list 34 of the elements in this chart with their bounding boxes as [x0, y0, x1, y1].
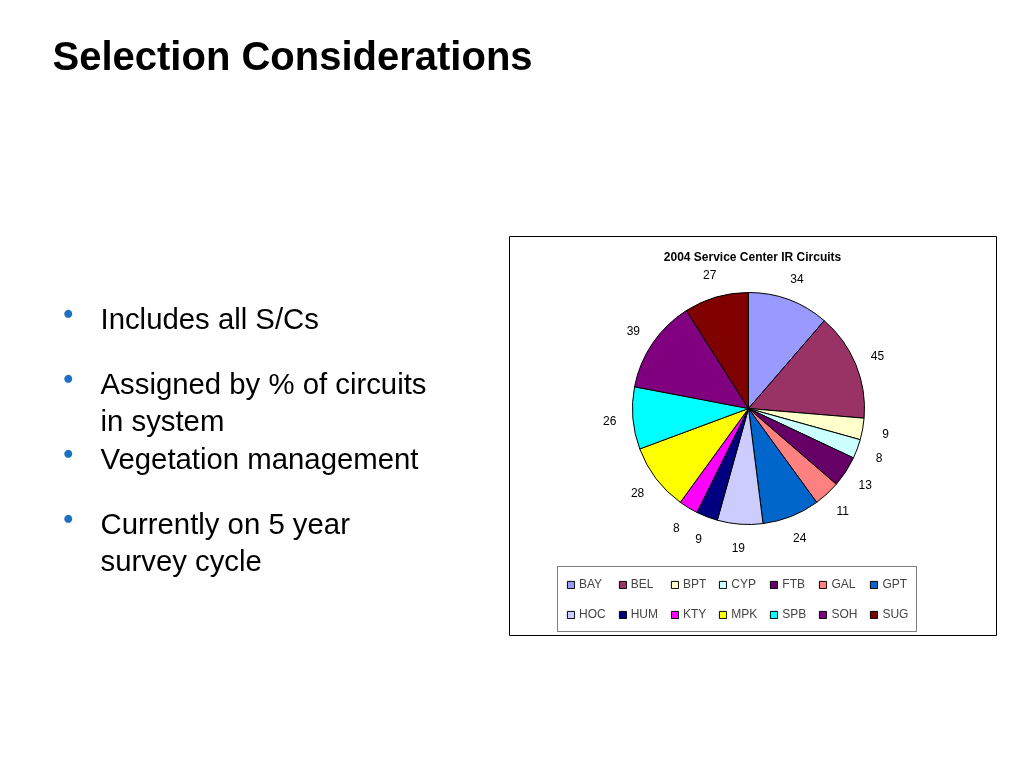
legend-label: GPT — [882, 576, 908, 593]
data-label: 26 — [603, 413, 617, 428]
legend-label: KTY — [683, 606, 707, 623]
legend-label: MPK — [731, 606, 758, 623]
data-label: 13 — [858, 477, 873, 492]
legend-label: SPB — [782, 606, 807, 623]
data-label: 11 — [836, 504, 850, 519]
data-label: 45 — [870, 349, 885, 364]
data-label: 9 — [695, 531, 703, 546]
legend-label: SOH — [831, 606, 858, 623]
legend-label: GAL — [831, 576, 856, 593]
text: ● Includes all S/Cs — [62, 301, 319, 335]
legend-label: HOC — [579, 606, 606, 623]
legend-label: CYP — [731, 576, 757, 593]
legend-label: BPT — [683, 576, 707, 593]
data-label: 39 — [626, 323, 641, 338]
legend-label: BAY — [579, 576, 603, 593]
legend-label: BEL — [630, 576, 654, 593]
legend-label: FTB — [782, 576, 806, 593]
data-label: 8 — [875, 450, 883, 465]
data-label: 8 — [673, 521, 681, 536]
data-label: 27 — [702, 268, 717, 283]
data-label: 9 — [882, 426, 890, 441]
legend-label: HUM — [630, 606, 658, 623]
text: ● Assigned by % of circuits in system — [62, 366, 427, 438]
text: ● Vegetation management — [62, 441, 419, 475]
data-label: 28 — [630, 486, 645, 501]
text: ● Currently on 5 year survey cycle — [62, 506, 350, 578]
data-label: 24 — [793, 531, 807, 546]
chart-title: 2004 Service Center IR Circuits — [663, 249, 842, 264]
legend-label: SUG — [882, 606, 909, 623]
text: Selection Considerations — [52, 33, 533, 78]
data-label: 19 — [731, 540, 746, 555]
data-label: 34 — [790, 271, 805, 286]
